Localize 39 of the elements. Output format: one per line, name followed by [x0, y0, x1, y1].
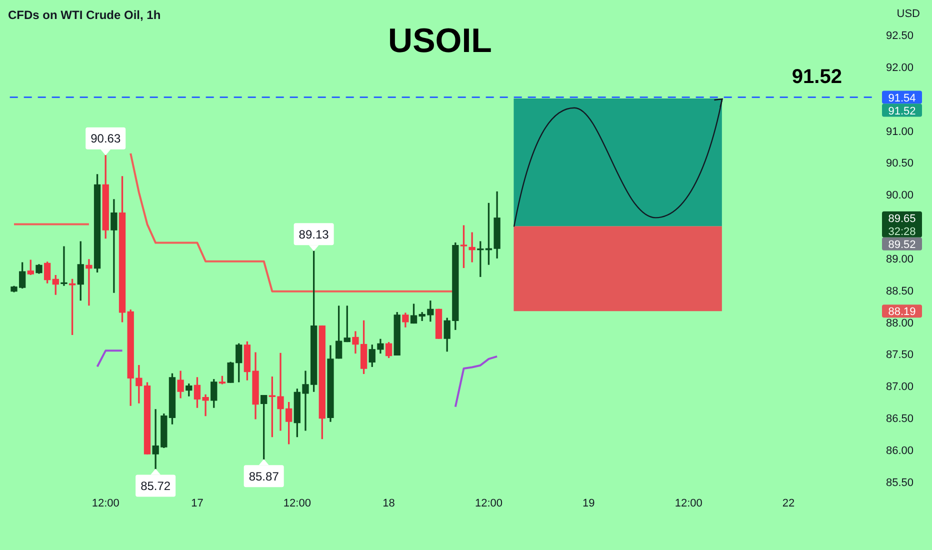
y-tick-label: 91.00 [886, 126, 914, 138]
y-tick-label: 85.50 [886, 476, 914, 489]
annotation: 85.72 [140, 479, 171, 494]
y-tick-label: 86.50 [886, 413, 914, 426]
candlestick [110, 199, 118, 293]
x-tick-label: 12:00 [283, 497, 311, 510]
ref-line-label: 91.54 [888, 92, 916, 104]
annotation: 90.63 [90, 132, 121, 146]
chart-title: USOIL [387, 22, 493, 61]
y-tick-label: 90.00 [886, 190, 914, 202]
x-tick-label: 12:00 [674, 497, 702, 510]
x-tick-label: 18 [382, 497, 395, 510]
y-tick-label: 89.00 [886, 253, 914, 266]
x-tick-label: 22 [782, 497, 795, 510]
candlestick [60, 246, 68, 286]
text: 32:28 [888, 226, 916, 238]
y-tick-label: 86.00 [886, 444, 914, 457]
candlestick [86, 259, 92, 306]
text: 89.65 [888, 212, 916, 225]
chart-subtitle: CFDs on WTI Crude Oil, 1h [8, 8, 161, 22]
y-tick-label: 87.50 [886, 349, 914, 362]
text: 89.52 [888, 238, 916, 251]
y-tick-label: 88.00 [886, 317, 914, 330]
y-tick-label: 92.50 [886, 30, 914, 42]
y-tick-label: 88.50 [886, 285, 914, 298]
x-tick-label: 17 [191, 497, 204, 510]
x-tick-label: 12:00 [92, 497, 120, 510]
x-tick-label: 19 [582, 497, 595, 510]
candlestick [468, 232, 476, 262]
text: 91.52 [888, 105, 916, 118]
y-tick-label: 90.50 [886, 158, 914, 170]
y-axis-title: USD [896, 8, 920, 20]
text: 88.19 [888, 306, 916, 318]
annotation: 89.13 [298, 227, 330, 242]
y-tick-label: 92.00 [886, 62, 914, 74]
x-tick-label: 12:00 [474, 497, 502, 510]
annotation: 91.52 [792, 66, 842, 88]
annotation: 85.87 [248, 469, 280, 484]
y-tick-label: 87.00 [886, 381, 914, 394]
